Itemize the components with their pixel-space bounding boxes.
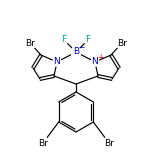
Circle shape [103,137,115,149]
Circle shape [37,137,49,149]
Text: N: N [92,57,98,67]
Text: F: F [85,36,91,45]
Text: Br: Br [104,138,114,147]
Circle shape [84,36,92,44]
Text: −: − [78,43,84,52]
Circle shape [24,37,36,49]
Circle shape [71,47,81,57]
Text: N: N [54,57,60,67]
Text: Br: Br [38,138,48,147]
Text: Br: Br [117,38,127,47]
Circle shape [116,37,128,49]
Text: F: F [61,36,67,45]
Circle shape [60,36,68,44]
Circle shape [53,58,61,66]
Text: B: B [73,47,79,57]
Circle shape [91,58,99,66]
Text: +: + [97,54,103,62]
Text: Br: Br [25,38,35,47]
